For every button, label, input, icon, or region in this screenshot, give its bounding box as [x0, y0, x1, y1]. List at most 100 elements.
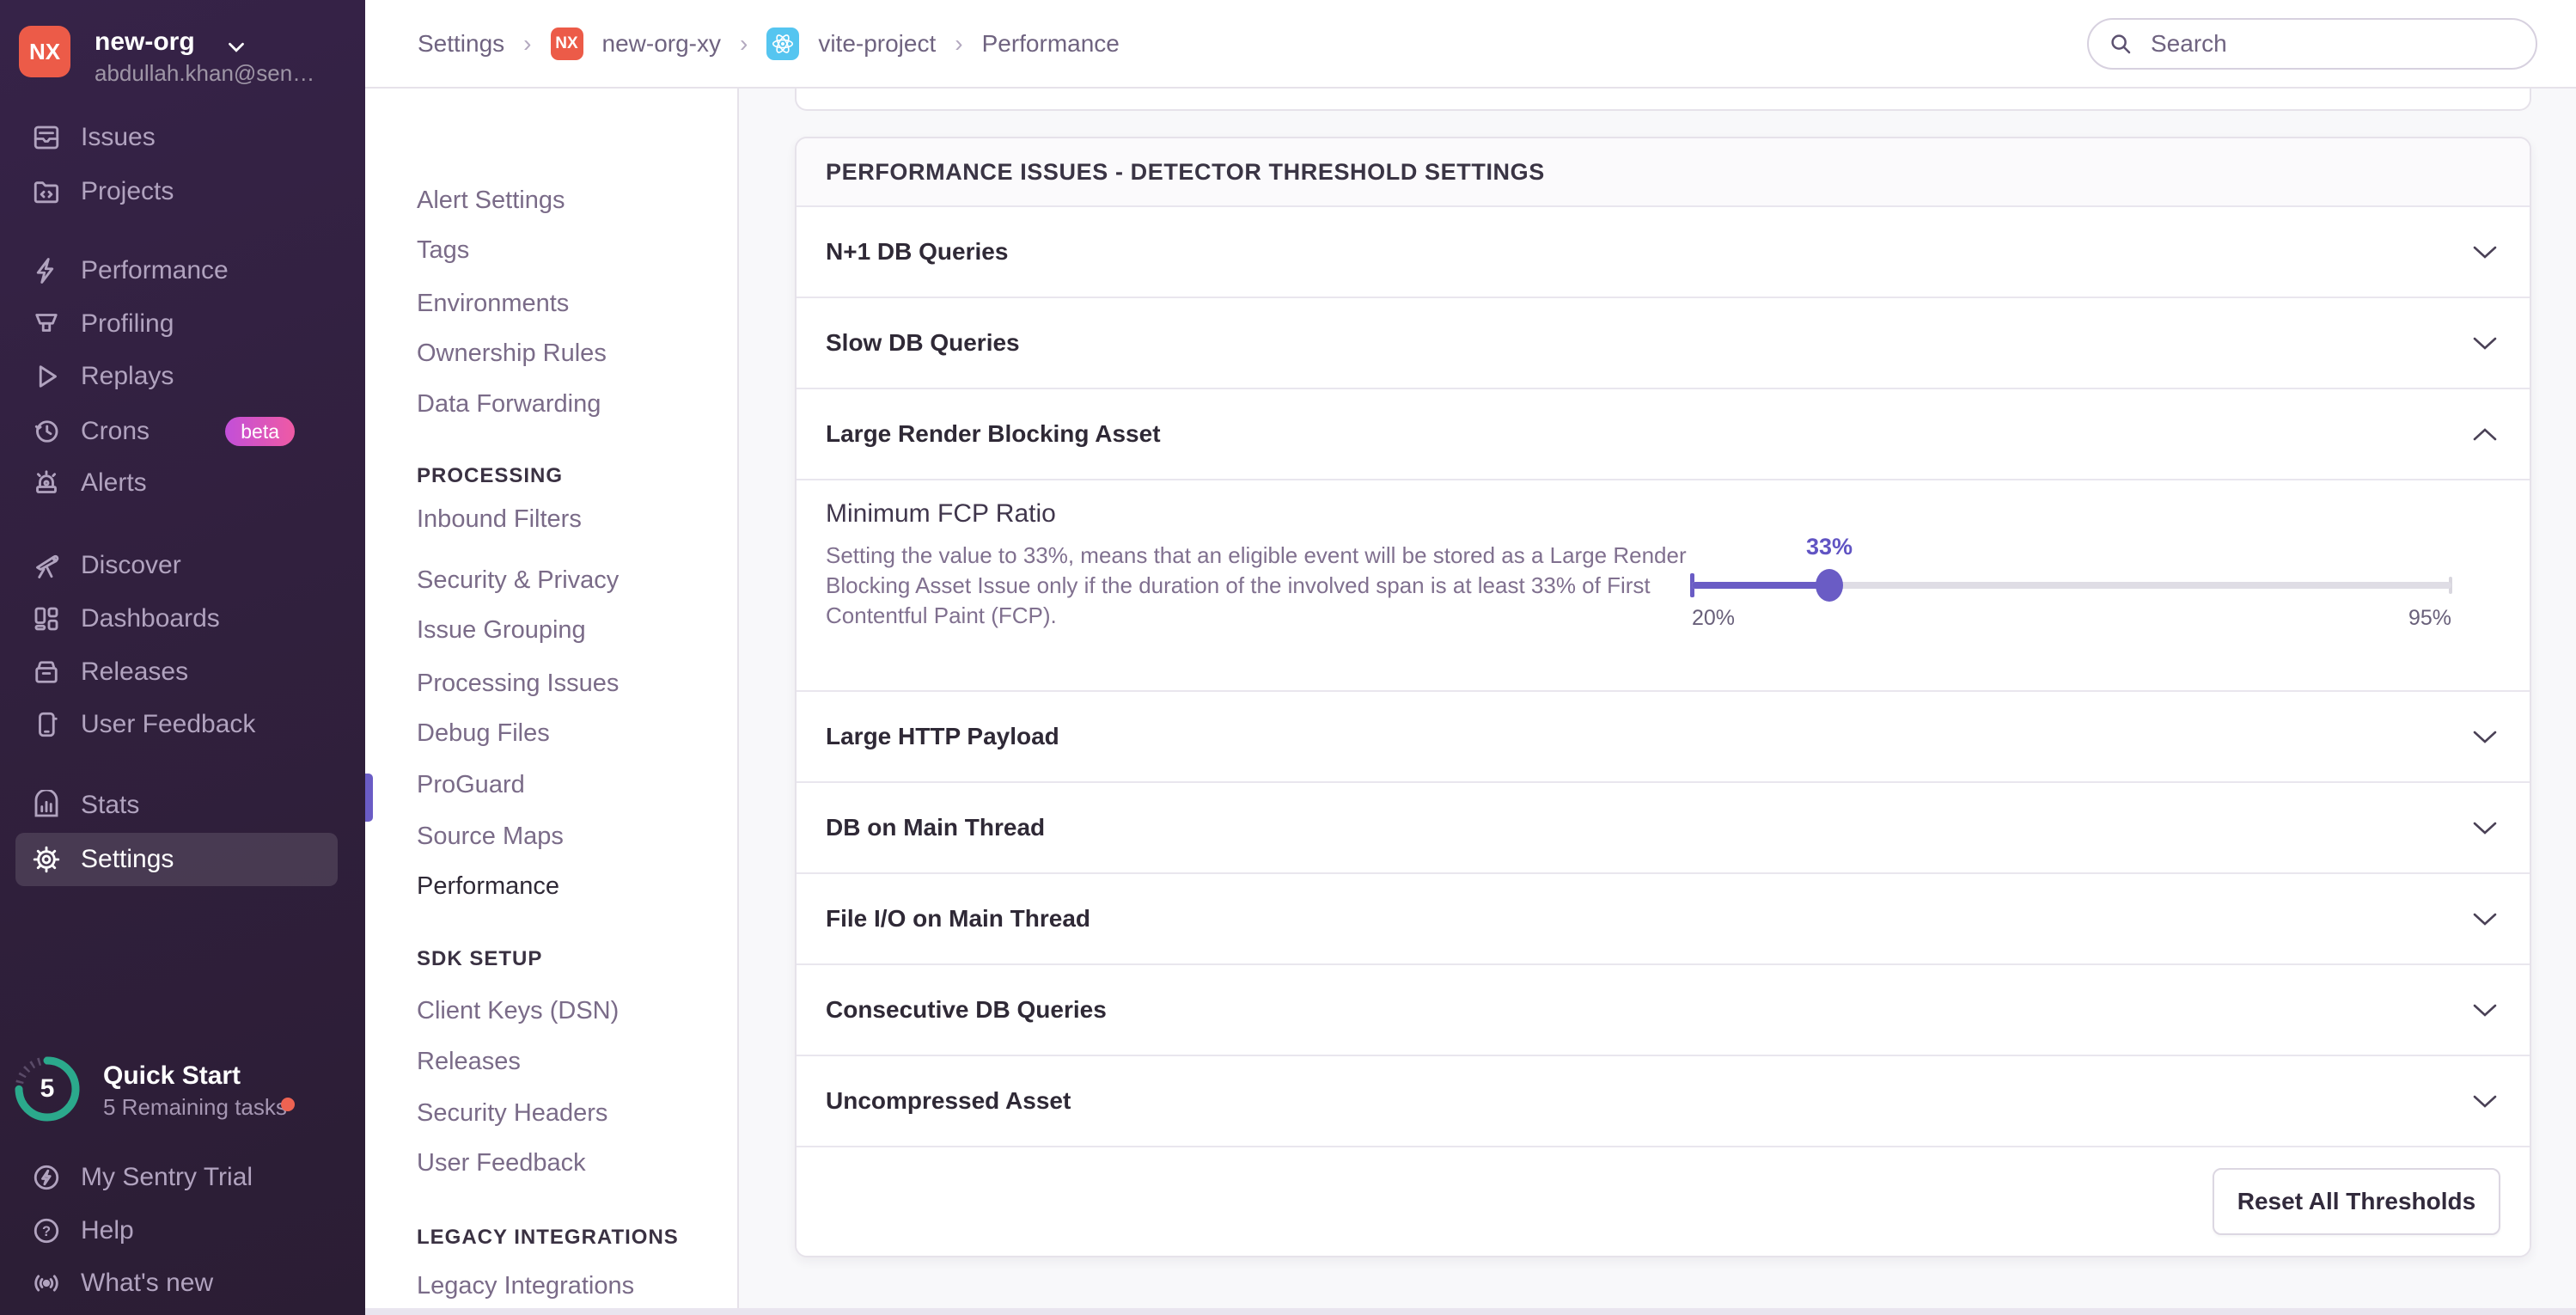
breadcrumb-settings[interactable]: Settings — [418, 29, 505, 57]
subnav-group-processing: PROCESSING — [417, 464, 564, 487]
sidebar-item-dashboards[interactable]: Dashboards — [15, 592, 338, 645]
subnav-item-user-feedback[interactable]: User Feedback — [417, 1148, 586, 1177]
accordion-row-uncompressed-asset[interactable]: Uncompressed Asset — [797, 1056, 2530, 1147]
settings-subnav: Alert Settings Tags Environments Ownersh… — [365, 89, 739, 1310]
progress-ring — [15, 1056, 80, 1122]
row-label: Uncompressed Asset — [826, 1087, 1071, 1114]
sidebar-item-label: Stats — [81, 791, 140, 819]
accordion-row-slow-db-queries[interactable]: Slow DB Queries — [797, 298, 2530, 389]
subnav-item-source-maps[interactable]: Source Maps — [417, 822, 564, 850]
breadcrumb-project[interactable]: vite-project — [818, 29, 937, 57]
subnav-item-environments[interactable]: Environments — [417, 289, 570, 317]
org-user-email: abdullah.khan@sen… — [95, 60, 315, 86]
beta-badge: beta — [225, 417, 295, 446]
chevron-down-icon[interactable] — [2469, 1000, 2500, 1020]
app-sidebar: NX new-org abdullah.khan@sen… Issues Pro… — [0, 0, 365, 1315]
slider-max-label: 95% — [2408, 606, 2451, 630]
threshold-settings-panel: PERFORMANCE ISSUES - DETECTOR THRESHOLD … — [795, 137, 2531, 1257]
accordion-row-consecutive-db-queries[interactable]: Consecutive DB Queries — [797, 965, 2530, 1056]
subnav-item-inbound-filters[interactable]: Inbound Filters — [417, 505, 582, 533]
setting-description: Setting the value to 33%, means that an … — [826, 542, 1687, 628]
slider-track[interactable] — [1692, 582, 2451, 589]
slider-value-label: 33% — [1805, 534, 1853, 560]
sidebar-item-crons[interactable]: Crons beta — [15, 405, 338, 458]
accordion-row-n-plus-one-db-queries[interactable]: N+1 DB Queries — [797, 207, 2530, 298]
breadcrumb-organization[interactable]: new-org-xy — [601, 29, 721, 57]
subnav-group-sdk-setup: SDK SETUP — [417, 947, 543, 970]
slider-thumb[interactable] — [1816, 569, 1843, 602]
react-project-icon — [766, 27, 800, 60]
sidebar-item-my-sentry-trial[interactable]: My Sentry Trial — [15, 1151, 338, 1204]
reset-all-thresholds-button[interactable]: Reset All Thresholds — [2213, 1168, 2500, 1235]
accordion-row-db-on-main-thread[interactable]: DB on Main Thread — [797, 783, 2530, 874]
org-badge: NX — [550, 27, 583, 60]
sidebar-item-projects[interactable]: Projects — [15, 165, 338, 218]
panel-title: PERFORMANCE ISSUES - DETECTOR THRESHOLD … — [797, 138, 2530, 207]
sidebar-item-performance[interactable]: Performance — [15, 244, 338, 297]
play-icon — [31, 361, 62, 392]
sidebar-item-label: Performance — [81, 256, 229, 284]
chevron-down-icon — [223, 34, 249, 60]
subnav-group-legacy-integrations: LEGACY INTEGRATIONS — [417, 1226, 679, 1249]
subnav-item-security-privacy[interactable]: Security & Privacy — [417, 566, 620, 594]
sidebar-item-issues[interactable]: Issues — [15, 111, 338, 164]
sidebar-item-user-feedback[interactable]: User Feedback — [15, 698, 338, 751]
panel-footer: Reset All Thresholds — [797, 1147, 2530, 1256]
sidebar-item-stats[interactable]: Stats — [15, 779, 338, 832]
org-switcher[interactable]: NX new-org abdullah.khan@sen… — [19, 26, 345, 86]
subnav-item-data-forwarding[interactable]: Data Forwarding — [417, 389, 601, 418]
sidebar-item-releases[interactable]: Releases — [15, 645, 338, 699]
chevron-down-icon[interactable] — [2469, 908, 2500, 929]
quick-start-panel[interactable]: 5 Quick Start 5 Remaining tasks — [13, 1055, 352, 1123]
issues-icon — [31, 122, 62, 153]
chevron-up-icon[interactable] — [2469, 424, 2500, 444]
row-label: DB on Main Thread — [826, 814, 1046, 841]
sidebar-item-discover[interactable]: Discover — [15, 539, 338, 592]
chevron-down-icon[interactable] — [2469, 1091, 2500, 1111]
subnav-item-ownership-rules[interactable]: Ownership Rules — [417, 339, 607, 367]
fcp-ratio-slider: 33% 20% 95% — [1690, 480, 2452, 692]
trial-bolt-icon — [31, 1162, 62, 1193]
sidebar-item-alerts[interactable]: Alerts — [15, 456, 338, 510]
subnav-item-security-headers[interactable]: Security Headers — [417, 1098, 608, 1127]
subnav-item-tags[interactable]: Tags — [417, 235, 470, 264]
top-header: Settings › NX new-org-xy › vite-project … — [365, 0, 2576, 89]
slider-fill — [1692, 582, 1829, 589]
previous-panel-bottom-edge — [795, 89, 2531, 111]
sidebar-item-whats-new[interactable]: What's new — [15, 1257, 338, 1310]
sidebar-item-label: Projects — [81, 177, 174, 205]
accordion-row-large-render-blocking-asset[interactable]: Large Render Blocking Asset — [797, 389, 2530, 480]
chevron-down-icon[interactable] — [2469, 242, 2500, 262]
row-label: Slow DB Queries — [826, 329, 1020, 356]
slider-min-label: 20% — [1692, 606, 1736, 630]
expanded-threshold-section: Minimum FCP Ratio Setting the value to 3… — [797, 480, 2530, 692]
chevron-down-icon[interactable] — [2469, 333, 2500, 353]
chevron-down-icon[interactable] — [2469, 817, 2500, 838]
setting-label: Minimum FCP Ratio — [826, 499, 1056, 528]
sidebar-item-help[interactable]: ? Help — [15, 1204, 338, 1257]
breadcrumb-current-page: Performance — [981, 29, 1120, 57]
svg-text:?: ? — [42, 1224, 51, 1239]
subnav-item-legacy-integrations[interactable]: Legacy Integrations — [417, 1271, 635, 1300]
subnav-item-alert-settings[interactable]: Alert Settings — [417, 186, 565, 214]
search-input[interactable] — [2087, 18, 2537, 70]
profiling-icon — [31, 309, 62, 339]
sidebar-item-profiling[interactable]: Profiling — [15, 297, 338, 351]
subnav-item-processing-issues[interactable]: Processing Issues — [417, 669, 620, 697]
subnav-item-performance[interactable]: Performance — [417, 872, 560, 900]
chevron-down-icon[interactable] — [2469, 726, 2500, 747]
sidebar-item-settings[interactable]: Settings — [15, 833, 338, 886]
row-label: Large HTTP Payload — [826, 723, 1059, 749]
sidebar-item-label: Replays — [81, 362, 174, 390]
subnav-item-proguard[interactable]: ProGuard — [417, 770, 525, 798]
sidebar-item-label: User Feedback — [81, 710, 256, 738]
subnav-item-debug-files[interactable]: Debug Files — [417, 719, 550, 747]
subnav-item-client-keys[interactable]: Client Keys (DSN) — [417, 996, 620, 1024]
accordion-row-file-io-on-main-thread[interactable]: File I/O on Main Thread — [797, 874, 2530, 965]
sidebar-item-replays[interactable]: Replays — [15, 350, 338, 403]
subnav-item-releases[interactable]: Releases — [417, 1047, 521, 1075]
siren-icon — [31, 468, 62, 498]
accordion-row-large-http-payload[interactable]: Large HTTP Payload — [797, 692, 2530, 783]
sidebar-item-label: Help — [81, 1216, 134, 1245]
subnav-item-issue-grouping[interactable]: Issue Grouping — [417, 615, 586, 644]
